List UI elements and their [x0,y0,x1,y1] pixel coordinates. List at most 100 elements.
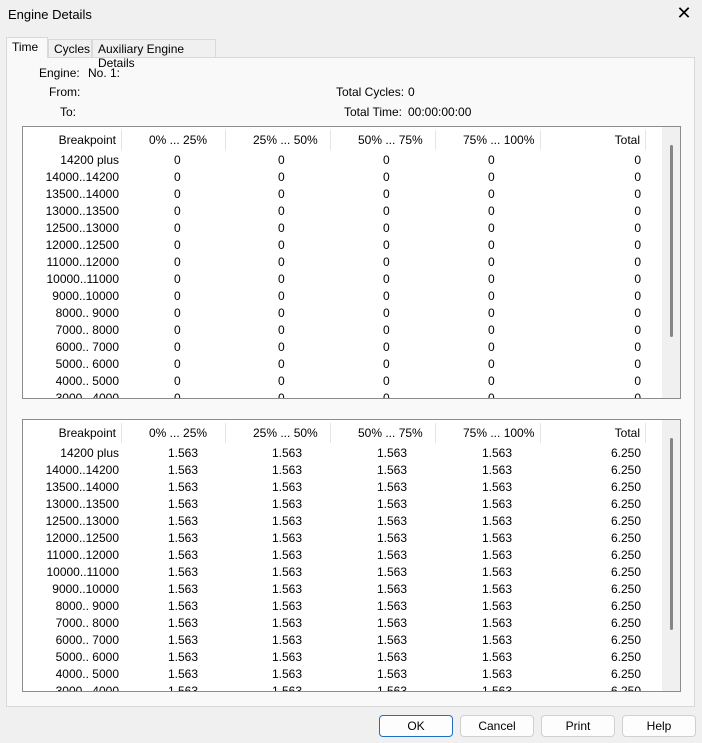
table-row[interactable]: 11000..12000 1.563 1.563 1.563 1.563 6.250 [23,547,663,564]
table-row[interactable]: 12500..13000 0 0 0 0 0 [23,220,663,237]
from-label: From: [49,85,81,99]
range-value-cell: 1.563 [377,599,408,613]
table-row[interactable]: 3000.. 4000 0 0 0 0 0 [23,390,663,399]
range-value-cell: 0 [488,289,495,303]
table-row[interactable]: 12000..12500 1.563 1.563 1.563 1.563 6.250 [23,530,663,547]
column-header[interactable]: 50% ... 75% [331,130,436,150]
table-row[interactable]: 13000..13500 0 0 0 0 0 [23,203,663,220]
cancel-button[interactable]: Cancel [460,715,534,737]
total-value-cell: 6.250 [610,480,641,494]
table-row[interactable]: 9000..10000 0 0 0 0 0 [23,288,663,305]
total-value-cell: 0 [634,391,641,399]
breakpoint-cell: 6000.. 7000 [55,340,119,354]
tab-time[interactable]: Time [6,37,48,58]
range-value-cell: 1.563 [168,633,199,647]
help-button[interactable]: Help [622,715,696,737]
tab-auxiliary-engine-details[interactable]: Auxiliary Engine Details [92,39,216,70]
total-cycles-label: Total Cycles: [336,85,405,99]
scrollbar-thumb[interactable] [670,438,673,630]
scrollbar-thumb[interactable] [670,145,673,337]
range-value-cell: 0 [488,153,495,167]
total-value-cell: 0 [634,340,641,354]
range-value-cell: 1.563 [377,480,408,494]
range-value-cell: 0 [278,323,285,337]
total-value-cell: 0 [634,238,641,252]
range-value-cell: 0 [174,306,181,320]
title-bar: Engine Details ✕ [0,0,702,30]
range-value-cell: 1.563 [482,599,513,613]
range-value-cell: 1.563 [168,565,199,579]
range-value-cell: 0 [383,306,390,320]
table-row[interactable]: 12000..12500 0 0 0 0 0 [23,237,663,254]
table-row[interactable]: 11000..12000 0 0 0 0 0 [23,254,663,271]
range-value-cell: 0 [488,340,495,354]
table-row[interactable]: 9000..10000 1.563 1.563 1.563 1.563 6.250 [23,581,663,598]
table-row[interactable]: 6000.. 7000 1.563 1.563 1.563 1.563 6.250 [23,632,663,649]
range-value-cell: 1.563 [482,633,513,647]
column-header[interactable]: 0% ... 25% [122,130,226,150]
vertical-scrollbar[interactable] [662,127,680,398]
table-row[interactable]: 14200 plus 1.563 1.563 1.563 1.563 6.250 [23,445,663,462]
percent-table[interactable]: Breakpoint 0% ... 25% 25% ... 50% 50% ... 7… [22,419,681,692]
breakpoint-cell: 13000..13500 [45,204,119,218]
range-value-cell: 0 [488,238,495,252]
range-value-cell: 1.563 [482,684,513,692]
print-button[interactable]: Print [541,715,615,737]
range-value-cell: 0 [278,272,285,286]
column-header[interactable]: Breakpoint [23,130,122,150]
table-row[interactable]: 10000..11000 0 0 0 0 0 [23,271,663,288]
range-value-cell: 1.563 [482,531,513,545]
table-row[interactable]: 5000.. 6000 1.563 1.563 1.563 1.563 6.250 [23,649,663,666]
range-value-cell: 1.563 [168,480,199,494]
range-value-cell: 0 [278,289,285,303]
table-row[interactable]: 5000.. 6000 0 0 0 0 0 [23,356,663,373]
total-value-cell: 6.250 [610,565,641,579]
table-row[interactable]: 8000.. 9000 0 0 0 0 0 [23,305,663,322]
range-value-cell: 1.563 [482,514,513,528]
table-row[interactable]: 14000..14200 1.563 1.563 1.563 1.563 6.250 [23,462,663,479]
time-table[interactable]: Breakpoint 0% ... 25% 25% ... 50% 50% ... 7… [22,126,681,399]
table-row[interactable]: 14000..14200 0 0 0 0 0 [23,169,663,186]
total-value-cell: 0 [634,204,641,218]
column-header[interactable]: 75% ... 100% [436,130,541,150]
column-header[interactable]: 50% ... 75% [331,423,436,443]
breakpoint-cell: 13500..14000 [45,187,119,201]
range-value-cell: 0 [383,289,390,303]
column-header[interactable]: Breakpoint [23,423,122,443]
close-icon[interactable]: ✕ [676,3,692,23]
table-row[interactable]: 13500..14000 1.563 1.563 1.563 1.563 6.250 [23,479,663,496]
range-value-cell: 0 [174,170,181,184]
table-row[interactable]: 7000.. 8000 1.563 1.563 1.563 1.563 6.250 [23,615,663,632]
total-value-cell: 0 [634,153,641,167]
table-row[interactable]: 4000.. 5000 0 0 0 0 0 [23,373,663,390]
table-row[interactable]: 14200 plus 0 0 0 0 0 [23,152,663,169]
column-header[interactable]: Total [541,423,646,443]
range-value-cell: 0 [488,255,495,269]
column-header[interactable]: 25% ... 50% [226,130,331,150]
table-row[interactable]: 10000..11000 1.563 1.563 1.563 1.563 6.250 [23,564,663,581]
column-header[interactable]: 75% ... 100% [436,423,541,443]
breakpoint-cell: 12000..12500 [45,531,119,545]
vertical-scrollbar[interactable] [662,420,680,691]
table-row[interactable]: 8000.. 9000 1.563 1.563 1.563 1.563 6.250 [23,598,663,615]
range-value-cell: 1.563 [168,667,199,681]
table-row[interactable]: 3000.. 4000 1.563 1.563 1.563 1.563 6.250 [23,683,663,692]
range-value-cell: 1.563 [377,531,408,545]
table-row[interactable]: 4000.. 5000 1.563 1.563 1.563 1.563 6.250 [23,666,663,683]
total-value-cell: 0 [634,255,641,269]
table-row[interactable]: 7000.. 8000 0 0 0 0 0 [23,322,663,339]
table-row[interactable]: 12500..13000 1.563 1.563 1.563 1.563 6.250 [23,513,663,530]
column-header[interactable]: 0% ... 25% [122,423,226,443]
tab-cycles[interactable]: Cycles [48,39,92,57]
table-row[interactable]: 13500..14000 0 0 0 0 0 [23,186,663,203]
ok-button[interactable]: OK [379,715,453,737]
column-header[interactable]: Total [541,130,646,150]
table-row[interactable]: 13000..13500 1.563 1.563 1.563 1.563 6.250 [23,496,663,513]
range-value-cell: 0 [278,187,285,201]
range-value-cell: 1.563 [272,582,303,596]
total-time-value: 00:00:00:00 [408,105,472,119]
column-header[interactable]: 25% ... 50% [226,423,331,443]
table-row[interactable]: 6000.. 7000 0 0 0 0 0 [23,339,663,356]
breakpoint-cell: 3000.. 4000 [55,684,119,692]
range-value-cell: 1.563 [272,514,303,528]
